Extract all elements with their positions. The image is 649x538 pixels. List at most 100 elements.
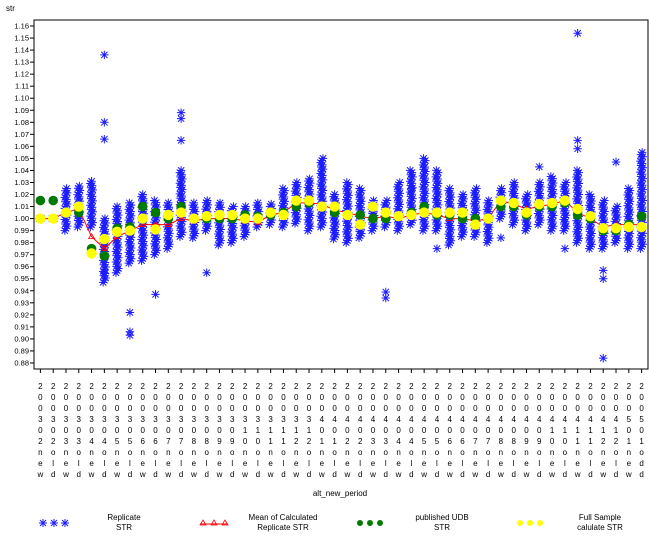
replicate-point: [636, 172, 646, 181]
x-tick-label-char: 0: [268, 404, 273, 413]
x-tick-label-char: 0: [204, 404, 209, 413]
x-tick-label-char: n: [448, 448, 452, 457]
x-tick-label-char: w: [446, 470, 453, 479]
x-tick-label-char: d: [256, 470, 260, 479]
asterisk-glyph: [418, 215, 428, 224]
x-tick-label-char: 0: [102, 404, 107, 413]
replicate-point: [125, 209, 134, 218]
y-tick-label: 0.97: [14, 250, 29, 259]
replicate-point: [484, 196, 493, 205]
x-tick-label-char: d: [639, 470, 643, 479]
asterisk-glyph: [444, 240, 453, 250]
x-tick-label-char: w: [37, 470, 44, 479]
asterisk-glyph: [60, 215, 69, 224]
asterisk-glyph: [523, 190, 532, 199]
x-tick-label-char: d: [563, 470, 567, 479]
replicate-column: [316, 154, 328, 232]
asterisk-glyph: [484, 196, 493, 205]
x-tick-label-char: 0: [141, 404, 146, 413]
x-tick-label-char: 0: [460, 426, 465, 435]
asterisk-glyph: [98, 223, 108, 232]
replicate-point: [112, 255, 122, 265]
replicate-point: [573, 192, 582, 201]
x-tick-label-char: 0: [320, 393, 325, 402]
replicate-point: [303, 183, 313, 192]
asterisk-glyph: [278, 190, 287, 200]
full-sample-point: [73, 201, 84, 212]
asterisk-glyph: [418, 171, 428, 181]
x-tick-label-char: 1: [575, 437, 580, 446]
x-tick-label-char: 2: [294, 382, 299, 391]
x-tick-label-char: o: [460, 448, 465, 457]
replicate-point: [341, 216, 351, 226]
replicate-point: [151, 237, 160, 246]
replicate-point: [316, 158, 325, 167]
replicate-point: [432, 170, 442, 179]
x-tick-label-char: o: [179, 448, 184, 457]
replicate-point: [419, 191, 429, 200]
x-tick-label-char: 4: [550, 415, 555, 424]
x-tick-label-char: 0: [141, 426, 146, 435]
replicate-point: [508, 187, 517, 196]
x-tick-label-char: d: [639, 459, 643, 468]
replicate-point: [393, 197, 403, 207]
asterisk-glyph: [444, 234, 454, 243]
replicate-point: [395, 178, 404, 187]
replicate-point: [521, 194, 530, 203]
replicate-point: [469, 232, 479, 241]
asterisk-glyph: [611, 232, 620, 241]
replicate-point: [316, 179, 325, 189]
full-sample-point: [86, 248, 97, 259]
asterisk-glyph: [188, 200, 197, 210]
asterisk-glyph: [137, 196, 147, 206]
asterisk-glyph: [368, 209, 377, 218]
asterisk-glyph: [636, 178, 645, 188]
replicate-point: [637, 165, 646, 175]
replicate-point: [252, 200, 261, 210]
replicate-point: [637, 231, 646, 240]
x-tick-label-char: e: [89, 459, 94, 468]
replicate-point: [598, 216, 607, 225]
asterisk-glyph: [329, 213, 338, 223]
replicate-point: [560, 244, 570, 253]
replicate-point: [112, 213, 122, 222]
x-tick-label-char: 3: [115, 415, 120, 424]
replicate-point: [431, 215, 440, 225]
replicate-point: [151, 215, 160, 225]
asterisk-glyph: [444, 229, 453, 239]
asterisk-glyph: [252, 200, 261, 210]
asterisk-glyph: [316, 179, 325, 189]
replicate-point: [546, 172, 556, 181]
replicate-point: [202, 224, 211, 233]
replicate-point: [278, 201, 287, 210]
x-tick-label-char: 5: [627, 415, 632, 424]
x-tick-label-char: 0: [77, 426, 82, 435]
x-tick-label-char: 3: [77, 415, 82, 424]
asterisk-glyph: [457, 232, 466, 241]
replicate-point: [560, 187, 569, 196]
asterisk-glyph: [100, 118, 109, 127]
replicate-point: [342, 178, 351, 187]
x-tick-label-char: 2: [77, 382, 82, 391]
replicate-point: [572, 231, 582, 241]
x-tick-label-char: 2: [575, 382, 580, 391]
replicate-point: [343, 204, 352, 213]
replicate-point: [394, 191, 403, 200]
replicate-point: [432, 244, 442, 253]
replicate-point: [317, 177, 327, 187]
full-sample-point: [201, 210, 212, 222]
replicate-point: [74, 188, 83, 197]
asterisk-glyph: [521, 198, 531, 208]
asterisk-glyph: [457, 225, 467, 235]
x-tick-label-char: 6: [448, 437, 453, 446]
x-tick-label-char: 0: [89, 393, 94, 402]
x-tick-label-char: 4: [332, 415, 337, 424]
y-tick-label: 0.94: [14, 286, 29, 295]
x-tick-label-char: w: [113, 470, 120, 479]
replicate-column: [137, 190, 149, 265]
full-sample-point: [585, 210, 596, 222]
x-tick-label-char: l: [180, 459, 182, 468]
asterisk-glyph: [419, 158, 429, 167]
x-tick-label-char: 4: [575, 415, 580, 424]
